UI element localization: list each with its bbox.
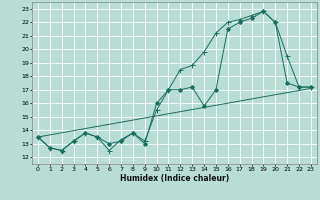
- X-axis label: Humidex (Indice chaleur): Humidex (Indice chaleur): [120, 174, 229, 183]
